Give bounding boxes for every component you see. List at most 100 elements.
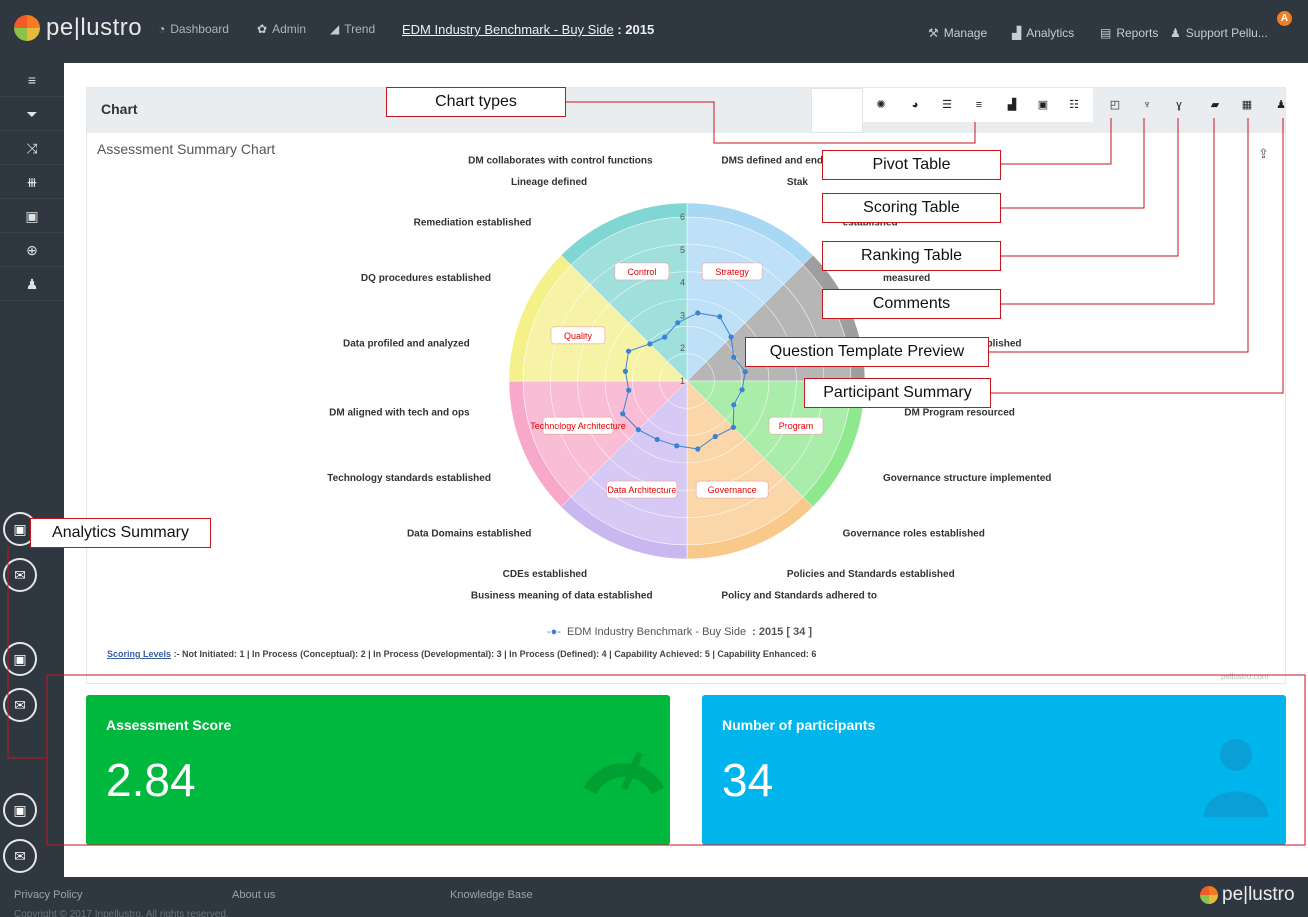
knowledge-base-link[interactable]: Knowledge Base: [450, 889, 533, 901]
filter-icon[interactable]: ⏷: [0, 97, 64, 131]
nav-user[interactable]: ♟ Support Pellu...: [1170, 26, 1268, 40]
panel-title: Chart: [101, 101, 138, 117]
notification-badge[interactable]: A: [1277, 11, 1292, 26]
chart-legend[interactable]: -●- EDM Industry Benchmark - Buy Side : …: [547, 626, 812, 638]
sector-label: Data Architecture: [607, 485, 676, 495]
left-sidebar: ≡ ⏷ ⤨ ⧻ ▣ ⊕ ♟: [0, 63, 64, 877]
tick-label: 6: [680, 212, 685, 222]
axis-label: DM aligned with tech and ops: [329, 407, 470, 418]
sector-label: Program: [779, 421, 814, 431]
nav-trend[interactable]: ◢ Trend: [330, 22, 375, 36]
mail-icon[interactable]: ✉: [3, 839, 37, 873]
axis-label: Policy and Standards adhered to: [721, 590, 877, 601]
series-point[interactable]: [731, 354, 737, 360]
sector-label: Strategy: [715, 267, 749, 277]
pie-chart-icon[interactable]: ◕: [911, 99, 919, 111]
series-point[interactable]: [739, 387, 745, 393]
series-point[interactable]: [654, 436, 660, 443]
logo[interactable]: pe|lustro: [14, 14, 142, 42]
chart-type-toolbar: ✺ ◕ ☰ ≡ ▟ ▣ ☷: [863, 88, 1093, 122]
axis-label: DM collaborates with control functions: [468, 156, 653, 167]
legend-suffix: : 2015 [ 34 ]: [752, 626, 813, 638]
tick-label: 1: [680, 376, 685, 386]
footer-logo-text: pe|lustro: [1222, 884, 1295, 905]
series-point[interactable]: [730, 424, 736, 430]
series-point[interactable]: [635, 427, 641, 433]
trophy-icon[interactable]: ♆: [1142, 99, 1152, 111]
callout-ranking-table: Ranking Table: [822, 241, 1001, 271]
column-chart-icon[interactable]: ▟: [1007, 99, 1017, 111]
user-icon: ♟: [1170, 26, 1181, 40]
copyright: Copyright © 2017 Inpellustro. All rights…: [14, 909, 229, 917]
sector-label: Control: [627, 267, 656, 277]
footer: Privacy Policy About us Knowledge Base C…: [0, 877, 1308, 917]
nav-admin[interactable]: ✿ Admin: [257, 22, 306, 36]
share-icon[interactable]: ⇪: [1258, 146, 1269, 161]
radial-chart-icon[interactable]: ✺: [876, 99, 886, 111]
scoring-levels-text: :- Not Initiated: 1 | In Process (Concep…: [171, 649, 817, 659]
nav-dashboard[interactable]: ◔ Dashboard: [158, 22, 229, 36]
series-point[interactable]: [731, 402, 737, 408]
axis-label: Lineage defined: [511, 177, 587, 188]
series-point[interactable]: [622, 368, 629, 374]
series-point[interactable]: [695, 446, 701, 452]
scoring-levels: Scoring Levels :- Not Initiated: 1 | In …: [107, 649, 816, 659]
participants-icon[interactable]: ♟: [1276, 99, 1286, 111]
shuffle-icon[interactable]: ⤨: [0, 131, 64, 165]
chart-title: Assessment Summary Chart: [97, 141, 276, 157]
crosshair-icon[interactable]: ⊕: [0, 233, 64, 267]
axis-label: Data profiled and analyzed: [343, 339, 470, 350]
series-point[interactable]: [742, 369, 748, 375]
privacy-link[interactable]: Privacy Policy: [14, 889, 83, 901]
assessment-title[interactable]: EDM Industry Benchmark - Buy Side : 2015: [402, 22, 654, 37]
video-icon[interactable]: ▣: [3, 793, 37, 827]
template-icon[interactable]: ▦: [1241, 99, 1253, 111]
footer-logo-icon: [1200, 886, 1218, 904]
scoring-levels-link[interactable]: Scoring Levels: [107, 649, 172, 659]
sector-label: Governance: [708, 485, 757, 495]
assessment-title-link[interactable]: EDM Industry Benchmark - Buy Side: [402, 22, 614, 37]
list-icon[interactable]: ☷: [1069, 99, 1079, 111]
align-left-icon[interactable]: ≡: [975, 99, 983, 111]
nav-analytics[interactable]: ▟ Analytics: [1012, 26, 1074, 40]
inbox-icon[interactable]: ▣: [0, 199, 64, 233]
mail-icon[interactable]: ✉: [3, 558, 37, 592]
bar-list-icon[interactable]: ☰: [942, 99, 952, 111]
menu-icon[interactable]: ≡: [0, 63, 64, 97]
box-icon[interactable]: ▣: [1037, 99, 1049, 111]
series-point[interactable]: [626, 387, 632, 393]
series-point[interactable]: [695, 310, 701, 316]
series-point[interactable]: [674, 443, 680, 449]
axis-label: Business meaning of data established: [471, 590, 653, 601]
about-link[interactable]: About us: [232, 889, 276, 901]
legend-marker-icon: -●-: [547, 626, 561, 638]
comments-icon[interactable]: ▰: [1210, 99, 1220, 111]
participants-value: 34: [722, 754, 774, 806]
sliders-icon[interactable]: ⧻: [0, 165, 64, 199]
nav-reports[interactable]: ▤ Reports: [1100, 26, 1158, 40]
mail-icon[interactable]: ✉: [3, 688, 37, 722]
assessment-score-card: Assessment Score 2.84: [86, 695, 670, 845]
pivot-table-icon[interactable]: ◰: [1109, 99, 1121, 111]
series-point[interactable]: [647, 341, 653, 347]
footer-logo: pe|lustro: [1200, 884, 1295, 906]
series-point[interactable]: [728, 334, 734, 340]
series-point[interactable]: [675, 320, 681, 326]
top-navbar: pe|lustro ◔ Dashboard ✿ Admin ◢ Trend ED…: [0, 0, 1308, 63]
panel-spacer: [811, 88, 863, 133]
nav-manage[interactable]: ⚒ Manage: [928, 26, 987, 40]
series-point[interactable]: [625, 348, 632, 354]
series-point[interactable]: [712, 433, 718, 440]
axis-label: Governance structure implemented: [883, 473, 1051, 484]
video-icon[interactable]: ▣: [3, 642, 37, 676]
users-icon[interactable]: ♟: [0, 267, 64, 301]
grid-ring: [577, 271, 797, 491]
series-point[interactable]: [620, 411, 626, 417]
bar-chart-icon: ▟: [1012, 26, 1022, 40]
axis-label: Governance roles established: [843, 529, 985, 540]
axis-label: Stak: [787, 177, 809, 188]
series-point[interactable]: [717, 314, 723, 320]
axis-label: measured: [883, 273, 930, 284]
series-point[interactable]: [662, 334, 668, 340]
ranking-icon[interactable]: ɣ: [1176, 99, 1182, 111]
